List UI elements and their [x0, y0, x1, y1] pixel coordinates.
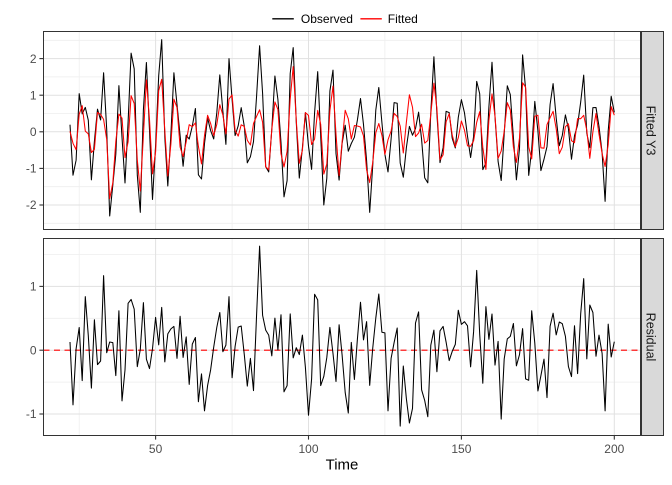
svg-text:0: 0 — [30, 125, 37, 139]
svg-text:Fitted: Fitted — [388, 12, 418, 26]
svg-text:50: 50 — [149, 442, 163, 456]
svg-text:0: 0 — [30, 343, 37, 357]
svg-text:Time: Time — [326, 457, 359, 474]
svg-text:-1: -1 — [26, 162, 37, 176]
svg-text:2: 2 — [30, 52, 37, 66]
svg-text:-2: -2 — [26, 198, 37, 212]
svg-text:1: 1 — [30, 280, 37, 294]
svg-text:Observed: Observed — [301, 12, 353, 26]
svg-text:150: 150 — [451, 442, 471, 456]
svg-text:100: 100 — [298, 442, 318, 456]
svg-text:-1: -1 — [26, 407, 37, 421]
svg-text:200: 200 — [604, 442, 624, 456]
svg-text:1: 1 — [30, 88, 37, 102]
svg-text:Fitted Y3: Fitted Y3 — [644, 106, 658, 156]
svg-text:Residual: Residual — [644, 313, 658, 362]
